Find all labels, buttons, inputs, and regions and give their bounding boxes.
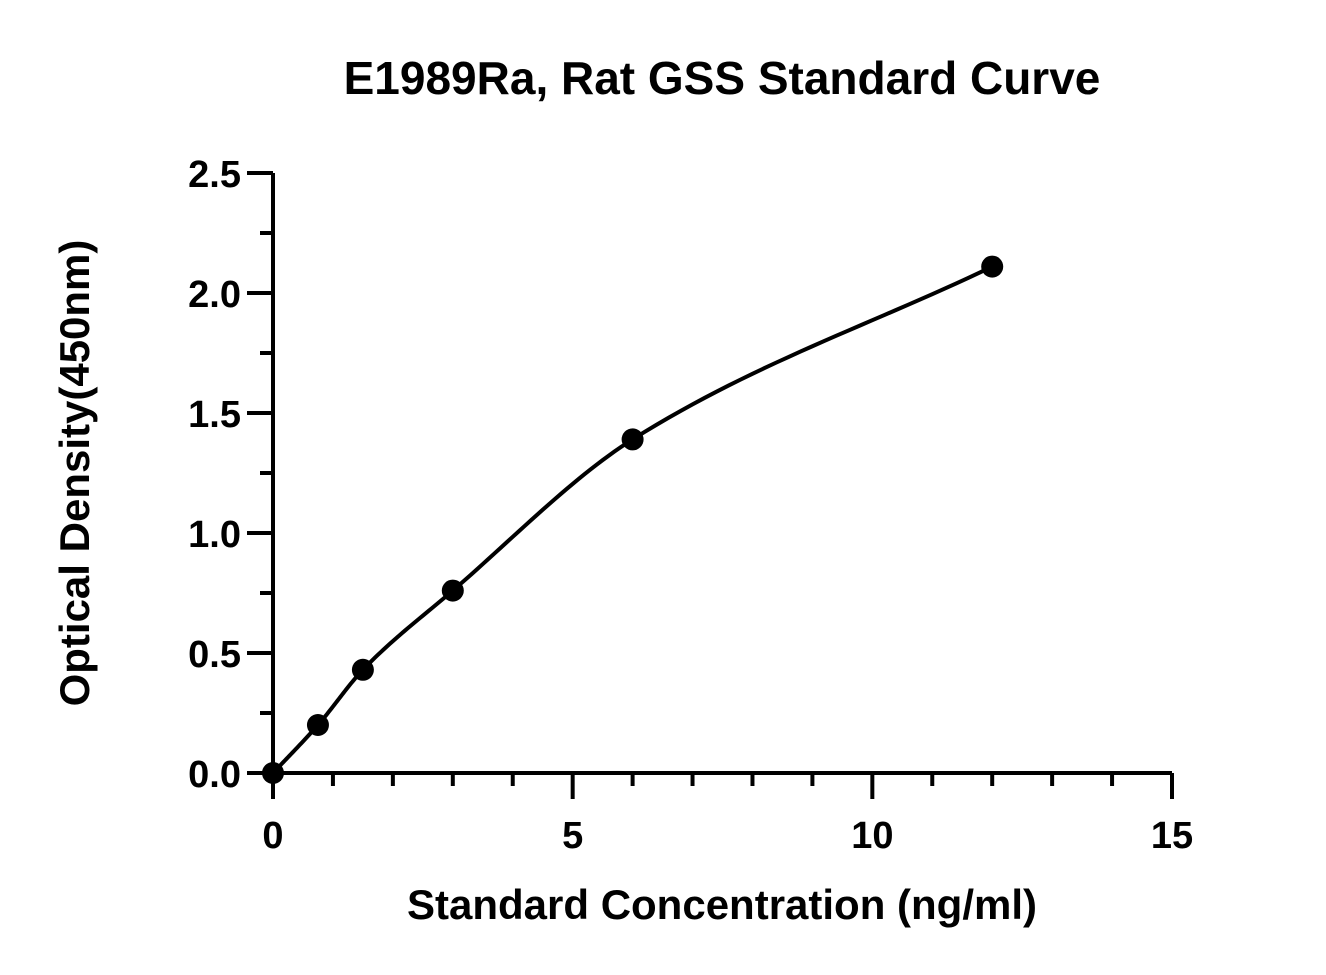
- fit-curve: [271, 264, 994, 775]
- x-minor-ticks: [330, 773, 1115, 786]
- y-tick-label-5: 2.5: [188, 154, 241, 196]
- y-minor-ticks: [260, 231, 273, 715]
- y-ticks: 0.0 0.5 1.0 1.5 2.0 2.5: [188, 154, 273, 796]
- x-axis-label: Standard Concentration (ng/ml): [407, 881, 1037, 928]
- x-ticks: 0 5 10 15: [262, 773, 1193, 857]
- y-tick-label-2: 1.0: [188, 514, 241, 556]
- y-axis-label: Optical Density(450nm): [51, 240, 98, 707]
- data-point-0: [262, 762, 284, 784]
- data-point-1: [306, 714, 329, 736]
- y-tick-label-1: 0.5: [188, 634, 241, 676]
- x-tick-label-2: 10: [851, 815, 893, 857]
- x-tick-label-3: 15: [1151, 815, 1193, 857]
- data-point-2: [351, 658, 374, 681]
- y-tick-label-0: 0.0: [188, 754, 241, 796]
- y-tick-label-4: 2.0: [188, 274, 241, 316]
- data-point-5: [981, 255, 1004, 278]
- chart-title: E1989Ra, Rat GSS Standard Curve: [344, 52, 1101, 104]
- y-tick-label-3: 1.5: [188, 394, 241, 436]
- data-point-4: [621, 428, 644, 451]
- axes: [271, 173, 1172, 775]
- data-point-3: [441, 579, 464, 602]
- x-tick-label-1: 5: [562, 815, 583, 857]
- x-tick-label-0: 0: [262, 815, 283, 857]
- data-points: [262, 255, 1004, 784]
